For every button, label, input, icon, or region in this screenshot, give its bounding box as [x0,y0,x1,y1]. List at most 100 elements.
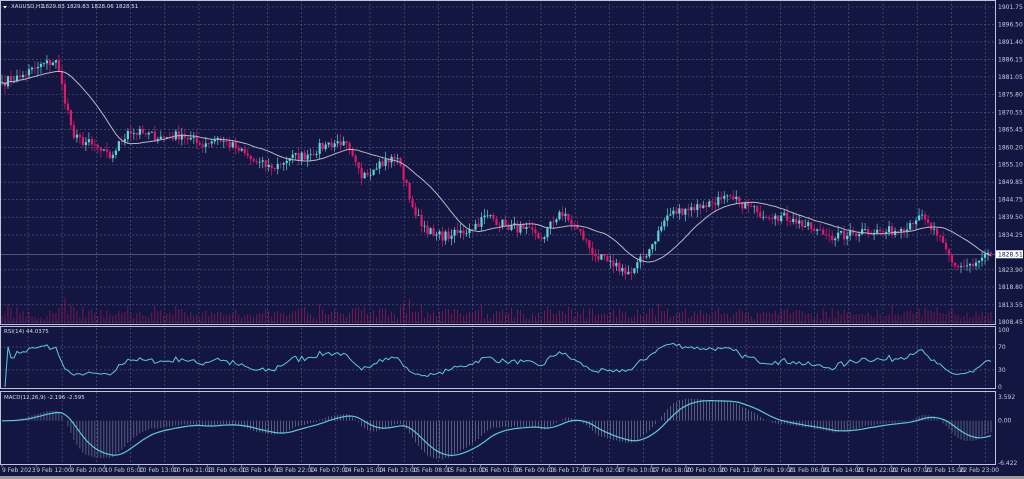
time-tick-label: 9 Feb 12:00 [36,467,72,474]
candle-body [270,164,273,169]
candle-body [675,210,678,214]
candle-body [630,271,633,273]
candle-body [9,76,13,82]
rsi-tick-label: 30 [998,367,1006,374]
candle-body [759,212,762,218]
candle-body [956,266,960,268]
price-tick-label: 1808.45 [998,319,1023,326]
candle-body [411,199,414,208]
candle-body [261,160,264,162]
candle-body [201,144,204,147]
candle-body [30,67,34,70]
candle-body [971,263,975,267]
candle-body [231,142,234,148]
candle-body [24,75,28,76]
candle-body [123,139,126,142]
candle-body [171,137,174,140]
candle-body [186,137,189,140]
candle-body [983,254,987,258]
candle-body [312,153,315,155]
candle-body [792,218,795,223]
candle-body [105,149,108,152]
candle-body [297,153,300,161]
candle-body [189,137,192,140]
candle-body [867,228,870,233]
candle-body [822,229,825,235]
candle-body [51,62,55,66]
candle-body [723,195,726,199]
candle-body [920,214,924,216]
candle-body [696,204,699,211]
candle-body [624,268,627,275]
candle-body [705,205,708,207]
panel-frame [0,0,996,325]
candle-body [789,220,792,223]
candle-body [162,136,165,138]
candle-body [965,265,969,267]
candle-body [315,153,318,155]
time-tick-label: 22 Feb 23:00 [960,467,1000,474]
candle-body [45,60,49,64]
volume-bars [1,297,992,323]
candle-body [914,220,918,225]
candle-body [714,202,717,206]
candle-body [504,219,507,226]
candle-body [708,201,711,207]
candle-body [366,172,369,175]
candle-body [267,164,270,168]
candle-body [66,103,70,111]
candle-body [753,206,756,208]
candle-body [717,196,720,206]
candle-body [381,161,384,166]
price-tick-label: 1896.50 [998,22,1023,29]
candle-body [807,222,810,227]
rsi-title: RSI(14) 44.0375 [4,329,49,335]
candle-body [165,137,168,138]
candle-body [489,215,492,216]
candle-body [21,75,25,78]
candle-body [213,139,216,142]
candle-body [159,136,162,139]
candle-body [780,215,783,222]
candle-body [459,230,462,233]
candle-body [129,131,132,134]
candle-body [573,224,576,226]
candle-body [621,268,624,272]
candle-body [666,215,669,221]
price-tick-label: 1813.55 [998,302,1023,309]
candle-body [255,161,258,163]
candle-body [429,228,432,235]
candle-body [351,149,354,156]
candle-body [606,256,609,262]
candle-body [774,215,777,220]
candle-body [657,230,660,242]
candle-body [672,210,675,215]
candle-body [339,141,342,146]
price-tick-label: 1834.25 [998,232,1023,239]
candle-body [618,263,621,272]
candle-body [831,235,834,241]
candle-body [138,128,141,135]
candle-body [762,216,765,218]
candle-body [309,153,312,155]
time-tick-label: 14 Feb 23:00 [378,467,418,474]
candle-body [183,134,186,138]
candle-body [378,161,381,169]
candle-body [678,208,681,214]
candle-body [450,235,453,239]
candle-body [441,231,444,241]
time-tick-label: 15 Feb 16:00 [447,467,487,474]
candle-body [468,228,471,233]
candle-body [144,133,147,135]
candle-body [651,244,654,250]
candle-body [660,226,663,231]
candle-body [929,222,933,230]
dropdown-triangle-icon[interactable] [3,6,7,9]
candle-body [896,230,900,232]
candle-body [834,238,837,241]
candle-body [228,141,231,148]
candle-body [977,260,981,263]
time-tick-label: 20 Feb 11:00 [720,467,760,474]
